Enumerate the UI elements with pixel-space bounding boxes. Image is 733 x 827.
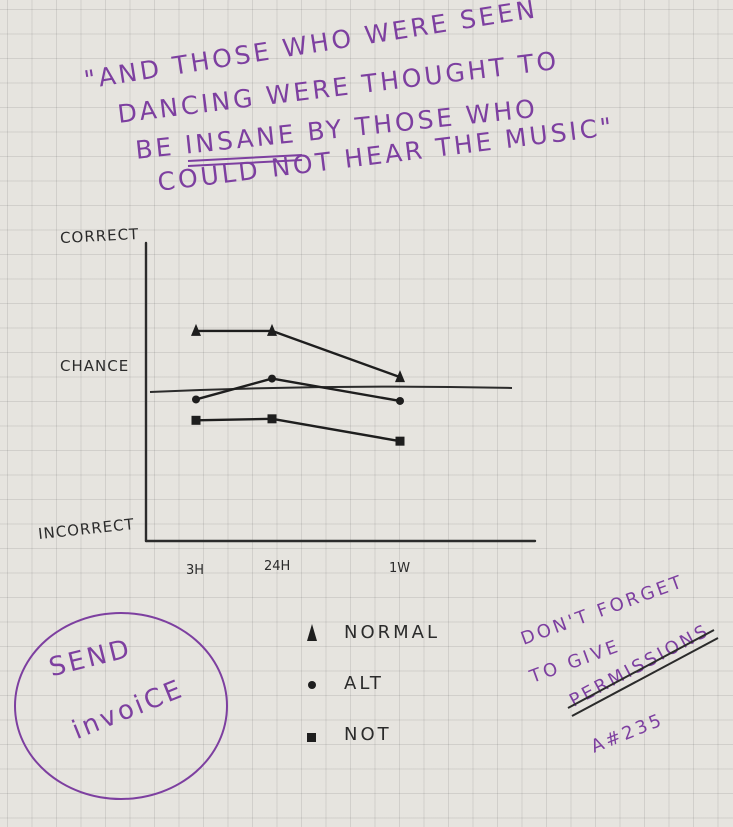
point-normal-3h: [191, 323, 201, 336]
point-not-24h: [267, 414, 277, 424]
legend-square-icon: [307, 733, 316, 742]
x-tick-1w: 1W: [389, 561, 411, 576]
point-alt-3h: [192, 395, 200, 404]
legend-circle-icon: [308, 681, 316, 689]
point-normal-1w: [395, 370, 405, 383]
point-normal-24h: [267, 323, 277, 336]
x-tick-3h: 3H: [186, 563, 205, 578]
point-alt-1w: [396, 396, 404, 405]
insane-underline: [187, 154, 303, 167]
point-not-3h: [191, 415, 201, 425]
legend-alt: ALT: [344, 673, 384, 694]
legend-not: NOT: [344, 724, 392, 745]
send-invoice-circle: [14, 612, 228, 800]
permissions-underline: [567, 629, 719, 717]
point-alt-24h: [268, 374, 276, 383]
legend-normal: NORMAL: [344, 622, 441, 643]
point-not-1w: [395, 436, 405, 446]
legend-triangle-icon: [307, 624, 317, 641]
x-tick-24h: 24H: [264, 559, 291, 574]
chance-line: [149, 385, 513, 393]
y-label-chance: CHANCE: [60, 357, 130, 375]
